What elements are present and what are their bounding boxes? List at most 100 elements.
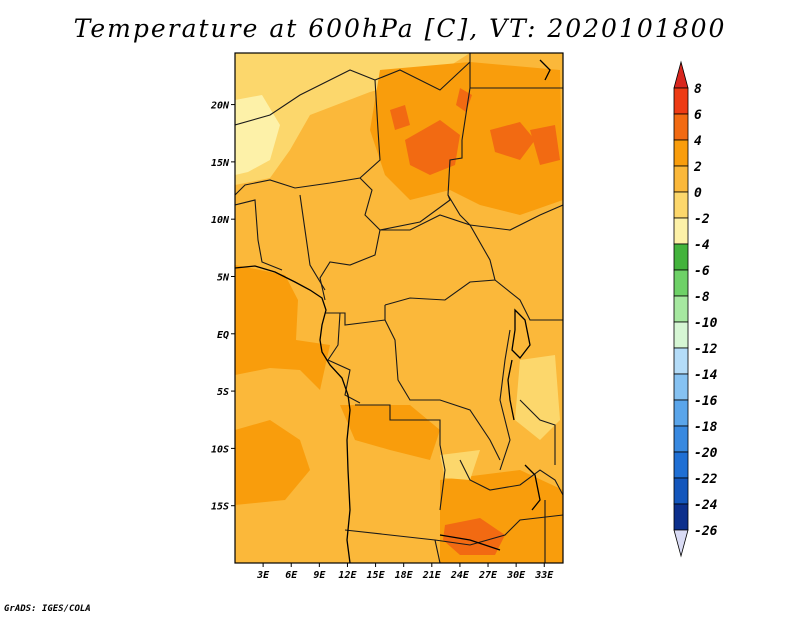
colorbar-label: -22 [694, 472, 718, 487]
longitude-ticks: 3E 6E 9E 12E 15E 18E 21E 24E 27E 30E 33E [256, 563, 554, 581]
colorbar-band [673, 243, 689, 271]
lat-tick-label: EQ [217, 330, 229, 341]
border-algeria-mali [235, 69, 376, 126]
colorbar-label: -18 [694, 420, 718, 435]
field-band-4-6-southwest [235, 420, 310, 505]
field-band-6-8-niger [390, 105, 410, 130]
border-sudan-south [469, 204, 563, 231]
colorbar-band [673, 425, 689, 453]
latitude-ticks: 20N 15N 10N 5N EQ 5S 10S 15S [210, 101, 235, 513]
red-sea-coast [539, 59, 551, 81]
colorbar-label: -4 [694, 238, 710, 253]
lake-tanganyika-shore [507, 359, 515, 421]
colorbar-band [673, 165, 689, 193]
lat-tick-label: 5N [217, 272, 230, 283]
colorbar-top-arrow [673, 60, 689, 89]
colorbar-label: 8 [694, 82, 702, 97]
border-gabon-congo-north [325, 305, 386, 326]
country-borders [235, 53, 563, 563]
border-gabon-congo [327, 312, 361, 404]
grads-credit: GrADS: IGES/COLA [4, 604, 91, 614]
colorbar-label: -26 [694, 524, 718, 539]
colorbar-band [673, 295, 689, 323]
colorbar-label: -12 [694, 342, 718, 357]
field-band-4-6-sahel [370, 62, 563, 215]
map-frame [234, 52, 564, 564]
colorbar: 8 6 4 2 0 -2 -4 -6 -8 -10 -12 -14 -16 -18 -20 -22 -24 -26 [673, 60, 718, 558]
border-drc-west [384, 319, 501, 461]
lon-tick-label: 6E [285, 570, 298, 581]
map-title: Temperature at 600hPa [C], VT: 202010180… [73, 14, 727, 43]
field-band-0-2-eastafrica [515, 355, 560, 440]
colorbar-label: -24 [694, 498, 718, 513]
field-band-4-6-atlantic [235, 265, 330, 390]
colorbar-label: 2 [693, 160, 702, 175]
field-band-6-8-sudan [490, 122, 535, 160]
coastline-west-africa [235, 265, 351, 563]
border-west-coast-states [235, 199, 283, 271]
border-car [380, 214, 496, 306]
lat-tick-label: 5S [217, 387, 229, 398]
lon-tick-label: 15E [367, 570, 386, 581]
colorbar-band [673, 347, 689, 375]
lat-tick-label: 10N [211, 215, 230, 226]
border-chad-sudan [447, 53, 471, 226]
lon-tick-label: 21E [422, 570, 442, 581]
field-band-6-8-east [530, 125, 560, 165]
lon-tick-label: 9E [313, 570, 326, 581]
colorbar-label: -16 [694, 394, 718, 409]
colorbar-band [673, 269, 689, 297]
border-botswana [434, 539, 441, 563]
colorbar-bottom-arrow [673, 529, 689, 558]
colorbar-band [673, 373, 689, 401]
colorbar-band [673, 217, 689, 245]
lon-tick-label: 24E [450, 570, 470, 581]
field-band-0-2-north [235, 53, 470, 185]
coastlines [235, 59, 551, 563]
border-benin-nigeria [299, 194, 326, 291]
field-band-6-8-chad [405, 120, 460, 175]
lon-tick-label: 3E [256, 570, 270, 581]
border-zambia-tanzania [459, 459, 563, 496]
colorbar-band [673, 503, 689, 531]
lake-malawi-shore [524, 464, 541, 511]
colorbar-label: -2 [694, 212, 710, 227]
border-drc-east [499, 329, 511, 471]
field-band-4-6-angola [340, 405, 440, 460]
colorbar-label: -8 [694, 290, 710, 305]
lat-tick-label: 15N [211, 158, 230, 169]
colorbar-band [673, 113, 689, 141]
lon-tick-label: 18E [395, 570, 414, 581]
lat-tick-label: 15S [211, 502, 229, 513]
colorbar-label: -10 [694, 316, 718, 331]
colorbar-band [673, 191, 689, 219]
colorbar-label: 4 [694, 134, 702, 149]
border-south-sudan-uganda [494, 279, 563, 321]
colorbar-label: 0 [694, 186, 702, 201]
lon-tick-label: 33E [534, 570, 554, 581]
colorbar-band [673, 399, 689, 427]
colorbar-label: 6 [694, 108, 702, 123]
border-angola [355, 404, 446, 511]
colorbar-band [673, 451, 689, 479]
lon-tick-label: 30E [506, 570, 526, 581]
field-band-0-2-katanga [440, 450, 480, 480]
lake-victoria-shore [511, 308, 531, 359]
colorbar-band [673, 87, 689, 115]
field-band-6-8-libya [456, 88, 472, 112]
lake-kariba [439, 534, 501, 551]
colorbar-label: -14 [694, 368, 718, 383]
border-namibia-zambia [344, 514, 563, 546]
border-cameroon [319, 229, 381, 301]
temperature-field [235, 53, 563, 563]
colorbar-label: -6 [694, 264, 710, 279]
colorbar-band [673, 321, 689, 349]
border-tanzania [519, 399, 556, 465]
lat-tick-label: 20N [210, 101, 230, 112]
colorbar-band [673, 139, 689, 167]
field-band-6-8-zambia [443, 518, 505, 555]
colorbar-label: -20 [694, 446, 718, 461]
lat-tick-label: 10S [211, 444, 229, 455]
border-mali-niger [235, 61, 471, 196]
